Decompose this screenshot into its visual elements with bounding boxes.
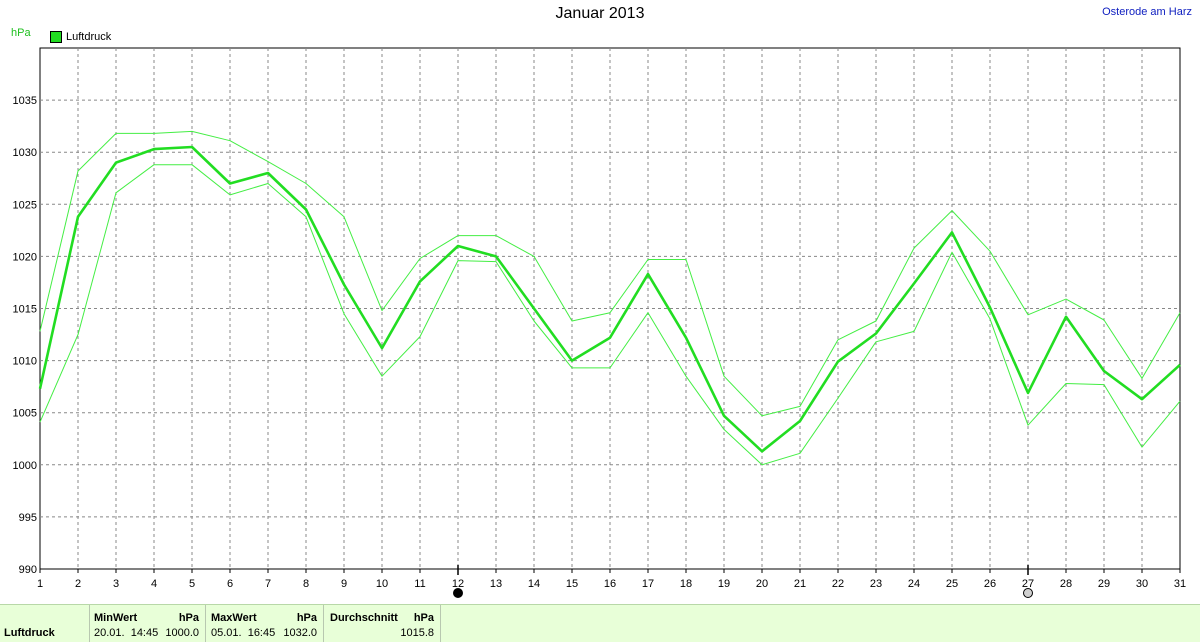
y-tick-label: 1005	[13, 408, 37, 420]
stats-max-unit: hPa	[296, 612, 317, 624]
x-tick-label: 1	[37, 578, 43, 590]
y-tick-label: 995	[19, 512, 37, 524]
x-tick-label: 19	[718, 578, 730, 590]
stats-min-header: MinWert	[94, 612, 138, 624]
legend: Luftdruck	[50, 31, 111, 43]
series-line-mean	[38, 145, 1181, 453]
y-tick-label: 1035	[13, 95, 37, 107]
x-tick-label: 15	[566, 578, 578, 590]
stats-table: Luftdruck MinWert hPa 20.01. 14:45 1000.…	[0, 604, 1200, 642]
x-tick-label: 5	[189, 578, 195, 590]
x-tick-label: 26	[984, 578, 996, 590]
x-tick-label: 4	[151, 578, 157, 590]
stats-max-value: 1032.0	[283, 627, 317, 639]
y-tick-label: 990	[19, 564, 37, 576]
y-tick-label: 1015	[13, 304, 37, 316]
x-tick-label: 3	[113, 578, 119, 590]
new-moon-icon	[1023, 588, 1033, 598]
stats-max-cell: MaxWert hPa 05.01. 16:45 1032.0	[206, 605, 324, 642]
x-tick-label: 2	[75, 578, 81, 590]
x-tick-label: 10	[376, 578, 388, 590]
x-tick-label: 18	[680, 578, 692, 590]
x-tick-label: 23	[870, 578, 882, 590]
full-moon-icon	[453, 588, 463, 598]
y-tick-label: 1000	[13, 460, 37, 472]
stats-min-cell: MinWert hPa 20.01. 14:45 1000.0	[90, 605, 206, 642]
y-tick-label: 1020	[13, 251, 37, 263]
y-axis-unit: hPa	[11, 27, 31, 39]
stats-avg-unit: hPa	[413, 612, 434, 624]
stats-min-value: 1000.0	[165, 627, 199, 639]
x-tick-label: 25	[946, 578, 958, 590]
x-tick-label: 6	[227, 578, 233, 590]
stats-min-unit: hPa	[178, 612, 199, 624]
y-tick-label: 1010	[13, 356, 37, 368]
x-tick-label: 31	[1174, 578, 1186, 590]
x-tick-label: 20	[756, 578, 768, 590]
x-tick-label: 28	[1060, 578, 1072, 590]
x-tick-label: 27	[1022, 578, 1034, 590]
chart-title: Januar 2013	[555, 5, 645, 22]
legend-swatch	[50, 31, 62, 43]
x-tick-label: 12	[452, 578, 464, 590]
x-tick-label: 13	[490, 578, 502, 590]
x-tick-label: 14	[528, 578, 540, 590]
x-tick-label: 7	[265, 578, 271, 590]
stats-avg-cell: Durchschnitt hPa 1015.8	[324, 605, 441, 642]
location-label[interactable]: Osterode am Harz	[1102, 6, 1192, 18]
x-tick-label: 22	[832, 578, 844, 590]
series-line-min	[39, 164, 1181, 466]
x-tick-label: 9	[341, 578, 347, 590]
stats-avg-header: Durchschnitt	[330, 612, 398, 624]
x-tick-label: 30	[1136, 578, 1148, 590]
legend-label: Luftdruck	[66, 31, 112, 43]
x-tick-label: 29	[1098, 578, 1110, 590]
series-line-max	[39, 130, 1181, 417]
y-tick-label: 1025	[13, 199, 37, 211]
stats-row-label: Luftdruck	[4, 627, 55, 639]
x-tick-label: 11	[414, 578, 425, 590]
stats-row-label-cell: Luftdruck	[0, 605, 90, 642]
stats-avg-value: 1015.8	[400, 627, 434, 639]
x-tick-label: 21	[794, 578, 806, 590]
x-tick-label: 24	[908, 578, 920, 590]
stats-max-header: MaxWert	[211, 612, 257, 624]
x-tick-label: 17	[642, 578, 654, 590]
x-tick-label: 8	[303, 578, 309, 590]
stats-min-time: 20.01. 14:45	[94, 627, 159, 639]
x-tick-label: 16	[604, 578, 616, 590]
stats-max-time: 05.01. 16:45	[211, 627, 276, 639]
y-tick-label: 1030	[13, 147, 37, 159]
